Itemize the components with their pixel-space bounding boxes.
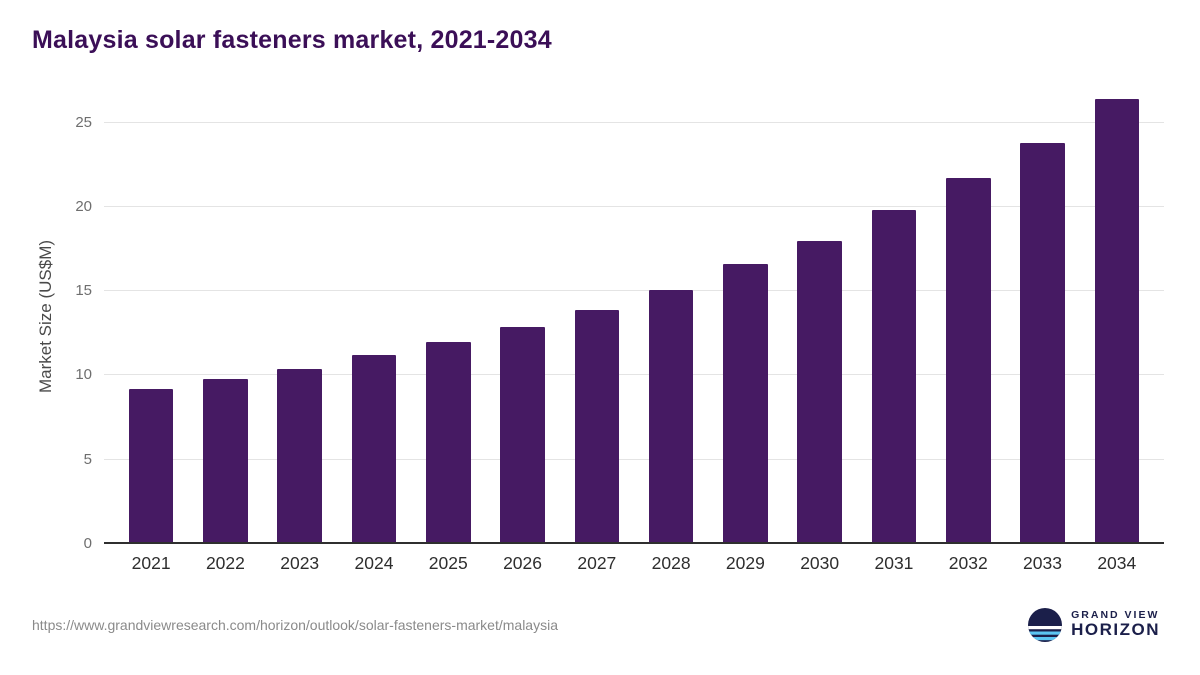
x-axis-labels: 2021 2022 2023 2024 2025 2026 2027 2028 2029 2030… xyxy=(104,544,1164,582)
bar-cell xyxy=(857,89,931,544)
bar-cell xyxy=(411,89,485,544)
bar-cell xyxy=(708,89,782,544)
bar-2024 xyxy=(351,355,397,544)
logo-text-horizon: HORIZON xyxy=(1071,620,1160,640)
y-tick-label: 25 xyxy=(75,113,92,131)
bars-container xyxy=(104,89,1164,544)
bar-cell xyxy=(634,89,708,544)
bar-cell xyxy=(114,89,188,544)
bar-2031 xyxy=(871,210,917,544)
gridline xyxy=(104,374,1164,376)
x-tick-label: 2025 xyxy=(428,552,468,573)
y-tick-label: 20 xyxy=(75,197,92,215)
x-tick-label: 2028 xyxy=(651,552,691,573)
x-tick-label: 2027 xyxy=(577,552,617,573)
bar-cell xyxy=(337,89,411,544)
y-tick-label: 15 xyxy=(75,282,92,300)
y-axis-tick-labels: 0 5 10 15 20 25 xyxy=(60,89,104,551)
bar-cell xyxy=(560,89,634,544)
x-axis-line xyxy=(104,542,1164,544)
bar-cell xyxy=(485,89,559,544)
y-tick-label: 5 xyxy=(83,450,92,468)
x-tick-label: 2023 xyxy=(280,552,320,573)
bar-2026 xyxy=(500,326,545,544)
bar-cell xyxy=(188,89,262,544)
x-tick-label: 2030 xyxy=(800,552,840,573)
bar-cell xyxy=(1005,89,1079,544)
gridline xyxy=(104,205,1164,207)
bar-2033 xyxy=(1020,142,1065,544)
bar-2030 xyxy=(797,240,842,544)
x-tick-label: 2024 xyxy=(354,552,394,573)
x-tick-label: 2031 xyxy=(874,552,914,573)
x-tick-label: 2029 xyxy=(725,552,765,573)
horizon-logo-icon xyxy=(1028,608,1063,642)
x-tick-label: 2032 xyxy=(948,552,988,573)
x-tick-label: 2033 xyxy=(1023,552,1062,573)
source-url: https://www.grandviewresearch.com/horizo… xyxy=(32,617,558,633)
gridline xyxy=(104,458,1164,460)
x-tick-label: 2026 xyxy=(503,552,543,573)
horizon-logo: GRAND VIEW HORIZON xyxy=(1028,608,1160,642)
y-tick-label: 10 xyxy=(75,366,92,384)
gridline xyxy=(104,290,1164,292)
bar-cell xyxy=(783,89,857,544)
gridline xyxy=(104,121,1164,123)
y-axis-title: Market Size (US$M) xyxy=(36,239,55,394)
bar-2023 xyxy=(277,368,322,544)
bar-2028 xyxy=(648,289,694,544)
horizon-logo-text: GRAND VIEW HORIZON xyxy=(1071,608,1160,640)
bar-cell xyxy=(263,89,337,544)
bar-2029 xyxy=(723,264,768,544)
footer: https://www.grandviewresearch.com/horizo… xyxy=(32,608,1164,642)
bar-2027 xyxy=(574,309,620,544)
x-tick-label: 2022 xyxy=(205,552,245,573)
bar-2034 xyxy=(1094,99,1140,544)
bar-cell xyxy=(931,89,1005,544)
logo-text-grand-view: GRAND VIEW xyxy=(1071,608,1160,621)
x-tick-label: 2021 xyxy=(131,552,171,573)
bar-2022 xyxy=(203,378,248,544)
y-tick-label: 0 xyxy=(83,535,92,552)
bar-2025 xyxy=(425,341,471,544)
plot-column: 2021 2022 2023 2024 2025 2026 2027 2028 2029 2030… xyxy=(104,89,1164,582)
chart: Market Size (US$M) 0 5 10 15 20 25 2021 2022 20… xyxy=(32,89,1164,582)
bar-2021 xyxy=(128,388,174,544)
chart-title: Malaysia solar fasteners market, 2021-20… xyxy=(32,26,552,54)
bar-cell xyxy=(1080,89,1154,544)
x-tick-label: 2034 xyxy=(1097,552,1137,573)
bar-2032 xyxy=(945,178,991,544)
plot-area xyxy=(104,89,1164,544)
